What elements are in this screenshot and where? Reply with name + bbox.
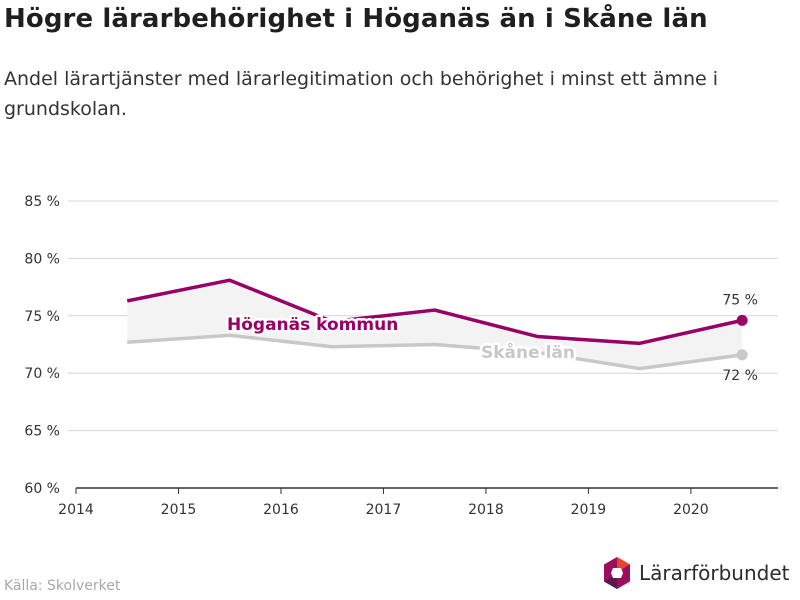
source-note: Källa: Skolverket xyxy=(4,578,121,594)
series-line-skane xyxy=(127,333,743,371)
brand-name: Lärarförbundet xyxy=(639,561,790,585)
y-tick-label: 70 % xyxy=(24,366,60,382)
y-tick-label: 85 % xyxy=(24,194,60,210)
x-tick-label: 2018 xyxy=(468,502,504,518)
y-tick-label: 60 % xyxy=(24,481,60,497)
series-end-point-skane xyxy=(736,349,748,361)
brand-hexagon-icon xyxy=(604,557,630,589)
chart-subtitle: Andel lärartjänster med lärarlegitimatio… xyxy=(4,68,719,120)
end-label-skane: 72 % xyxy=(722,368,758,384)
x-tick-label: 2016 xyxy=(263,502,299,518)
x-tick-label: 2015 xyxy=(161,502,197,518)
x-tick-label: 2014 xyxy=(58,502,94,518)
series-label-hoganas: Höganäs kommun xyxy=(227,315,398,335)
x-tick-label: 2017 xyxy=(366,502,402,518)
chart-title: Högre lärarbehörighet i Höganäs än i Skå… xyxy=(4,4,708,34)
y-tick-label: 80 % xyxy=(24,251,60,267)
y-tick-label: 65 % xyxy=(24,424,60,440)
series-end-point-hoganas xyxy=(736,314,748,326)
x-tick-label: 2019 xyxy=(571,502,607,518)
gap-area xyxy=(127,280,743,369)
series-line-hoganas xyxy=(126,278,743,346)
end-label-hoganas: 75 % xyxy=(722,292,758,308)
y-tick-label: 75 % xyxy=(24,309,60,325)
brand-logo: Lärarförbundet xyxy=(602,556,790,590)
series-label-skane: Skåne län xyxy=(481,341,575,363)
x-tick-label: 2020 xyxy=(673,502,709,518)
